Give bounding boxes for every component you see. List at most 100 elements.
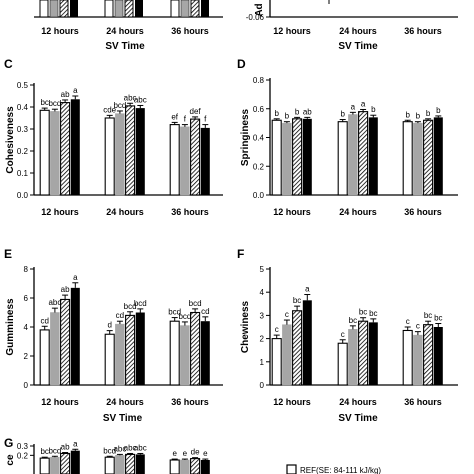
- category-label: 24 hours: [106, 26, 144, 36]
- significance-label: bc: [424, 311, 432, 320]
- significance-label: b: [426, 109, 431, 118]
- significance-label: b: [285, 112, 290, 121]
- bar: [271, 338, 282, 386]
- bar: [125, 453, 136, 474]
- bar: [60, 298, 71, 386]
- legend-swatch: [286, 464, 297, 474]
- category-label: 12 hours: [273, 26, 311, 36]
- bar: [39, 109, 50, 196]
- bar: [135, 454, 145, 474]
- y-tick-label: 0: [24, 381, 29, 390]
- y-axis-label: Springiness: [240, 108, 251, 166]
- bar: [433, 327, 443, 385]
- bar: [368, 322, 378, 385]
- significance-label: abc: [134, 443, 147, 452]
- panel-label-g: G: [4, 436, 13, 450]
- bar: [70, 99, 80, 195]
- x-axis-title: SV Time: [103, 413, 143, 424]
- significance-label: bcd: [48, 446, 61, 455]
- significance-label: ef: [171, 112, 178, 121]
- bar: [358, 320, 369, 386]
- bar: [115, 323, 125, 386]
- y-tick-label: 5: [260, 265, 265, 274]
- bar: [180, 126, 190, 196]
- bar-fragment: [201, 0, 209, 17]
- bar: [337, 121, 348, 196]
- bar: [169, 320, 180, 386]
- bar: [302, 118, 312, 195]
- category-label: 12 hours: [273, 397, 311, 407]
- bar-fragment: [135, 0, 143, 17]
- y-tick-label: 0.3: [17, 442, 29, 451]
- significance-label: ab: [61, 443, 70, 452]
- bar: [292, 310, 303, 386]
- y-tick-label: 2: [24, 352, 29, 361]
- bar-fragment: [70, 0, 78, 17]
- category-label: 12 hours: [41, 397, 79, 407]
- y-tick-label: 0: [260, 381, 265, 390]
- significance-label: ab: [61, 90, 70, 99]
- significance-label: bcd: [48, 99, 61, 108]
- bar-fragment: [170, 0, 180, 18]
- panel-label-f: F: [237, 247, 244, 261]
- significance-label: b: [416, 112, 421, 121]
- category-label: 24 hours: [106, 397, 144, 407]
- legend-label: REF(SE: 84-111 kJ/kg): [300, 466, 381, 474]
- significance-label: a: [361, 99, 366, 108]
- bar: [39, 329, 50, 386]
- bar: [423, 324, 434, 386]
- bar: [282, 122, 292, 196]
- significance-label: c: [275, 325, 279, 334]
- significance-label: bc: [359, 308, 367, 317]
- bar: [115, 455, 125, 474]
- significance-label: bcd: [178, 312, 191, 321]
- panel-label-d: D: [237, 57, 246, 71]
- significance-label: bc: [369, 309, 377, 318]
- y-tick-label: -0.06: [246, 13, 265, 22]
- significance-label: abc: [48, 298, 61, 307]
- y-tick-label: 0.8: [253, 76, 265, 85]
- bar: [348, 114, 358, 196]
- y-axis-label: Ad: [254, 3, 265, 16]
- significance-label: a: [351, 102, 356, 111]
- bar: [190, 311, 201, 386]
- significance-label: b: [405, 110, 410, 119]
- significance-label: bcd: [113, 101, 126, 110]
- y-tick-label: 0.2: [253, 162, 265, 171]
- bar: [135, 108, 145, 195]
- bar-fragment: [180, 0, 190, 18]
- y-tick-label: 1: [260, 358, 265, 367]
- significance-label: ab: [303, 107, 312, 116]
- bar: [180, 459, 190, 474]
- significance-label: abc: [113, 444, 126, 453]
- x-axis-title: SV Time: [338, 41, 378, 52]
- bar: [271, 119, 282, 196]
- bar: [200, 321, 210, 385]
- bar: [70, 287, 80, 385]
- bar: [368, 117, 378, 195]
- bar: [402, 329, 413, 386]
- significance-label: bc: [293, 296, 301, 305]
- bar-fragment: [49, 0, 59, 18]
- y-tick-label: 0.2: [17, 451, 29, 460]
- category-label: 36 hours: [404, 26, 442, 36]
- y-tick-label: 2: [260, 335, 265, 344]
- category-label: 24 hours: [339, 397, 377, 407]
- legend: REF(SE: 84-111 kJ/kg): [286, 464, 381, 474]
- panel-label-e: E: [4, 247, 12, 261]
- significance-label: a: [305, 285, 310, 294]
- bar: [200, 127, 210, 195]
- bar: [125, 105, 136, 196]
- bar: [180, 325, 190, 386]
- significance-label: ab: [61, 285, 70, 294]
- x-axis-title: SV Time: [105, 41, 145, 52]
- significance-label: c: [341, 330, 345, 339]
- category-label: 36 hours: [171, 207, 209, 217]
- y-axis-label: Gumminess: [5, 298, 16, 356]
- significance-label: bcd: [189, 299, 202, 308]
- y-tick-label: 0.0: [17, 191, 29, 200]
- bar: [169, 124, 180, 196]
